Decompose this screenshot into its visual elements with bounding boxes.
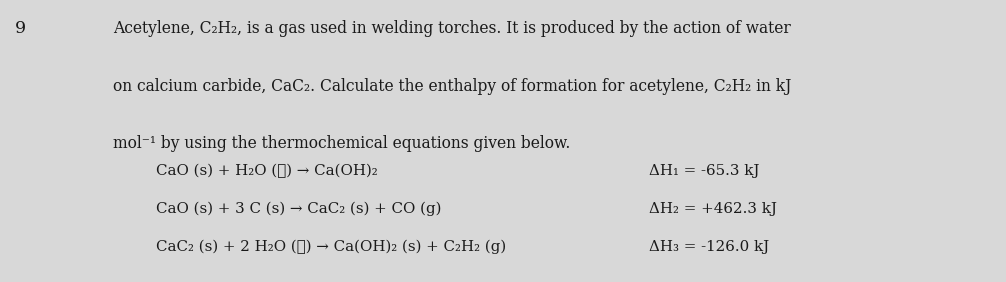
Text: mol⁻¹ by using the thermochemical equations given below.: mol⁻¹ by using the thermochemical equati… <box>113 135 570 152</box>
Text: 9: 9 <box>15 20 26 37</box>
Text: on calcium carbide, CaC₂. Calculate the enthalpy of formation for acetylene, C₂H: on calcium carbide, CaC₂. Calculate the … <box>113 78 791 94</box>
Text: CaO (s) + 3 C (s) → CaC₂ (s) + CO (g): CaO (s) + 3 C (s) → CaC₂ (s) + CO (g) <box>156 202 442 216</box>
Text: CaO (s) + H₂O (ℓ) → Ca(OH)₂: CaO (s) + H₂O (ℓ) → Ca(OH)₂ <box>156 164 377 178</box>
Text: Acetylene, C₂H₂, is a gas used in welding torches. It is produced by the action : Acetylene, C₂H₂, is a gas used in weldin… <box>113 20 791 37</box>
Text: ΔH₂ = +462.3 kJ: ΔH₂ = +462.3 kJ <box>649 202 777 216</box>
Text: ΔH₁ = -65.3 kJ: ΔH₁ = -65.3 kJ <box>649 164 760 178</box>
Text: CaC₂ (s) + 2 H₂O (ℓ) → Ca(OH)₂ (s) + C₂H₂ (g): CaC₂ (s) + 2 H₂O (ℓ) → Ca(OH)₂ (s) + C₂H… <box>156 240 506 254</box>
Text: ΔH₃ = -126.0 kJ: ΔH₃ = -126.0 kJ <box>649 240 770 254</box>
